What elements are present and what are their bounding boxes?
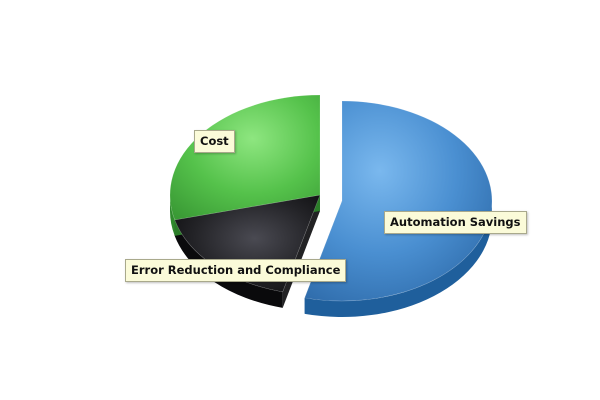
slice-label-error-reduction: Error Reduction and Compliance [125,259,347,282]
slice-label-automation-savings: Automation Savings [384,211,527,234]
slice-error-reduction-side [174,219,283,308]
slice-cost-side [170,195,175,236]
slice-label-cost: Cost [194,130,235,153]
slice-automation-savings-side [304,201,492,317]
